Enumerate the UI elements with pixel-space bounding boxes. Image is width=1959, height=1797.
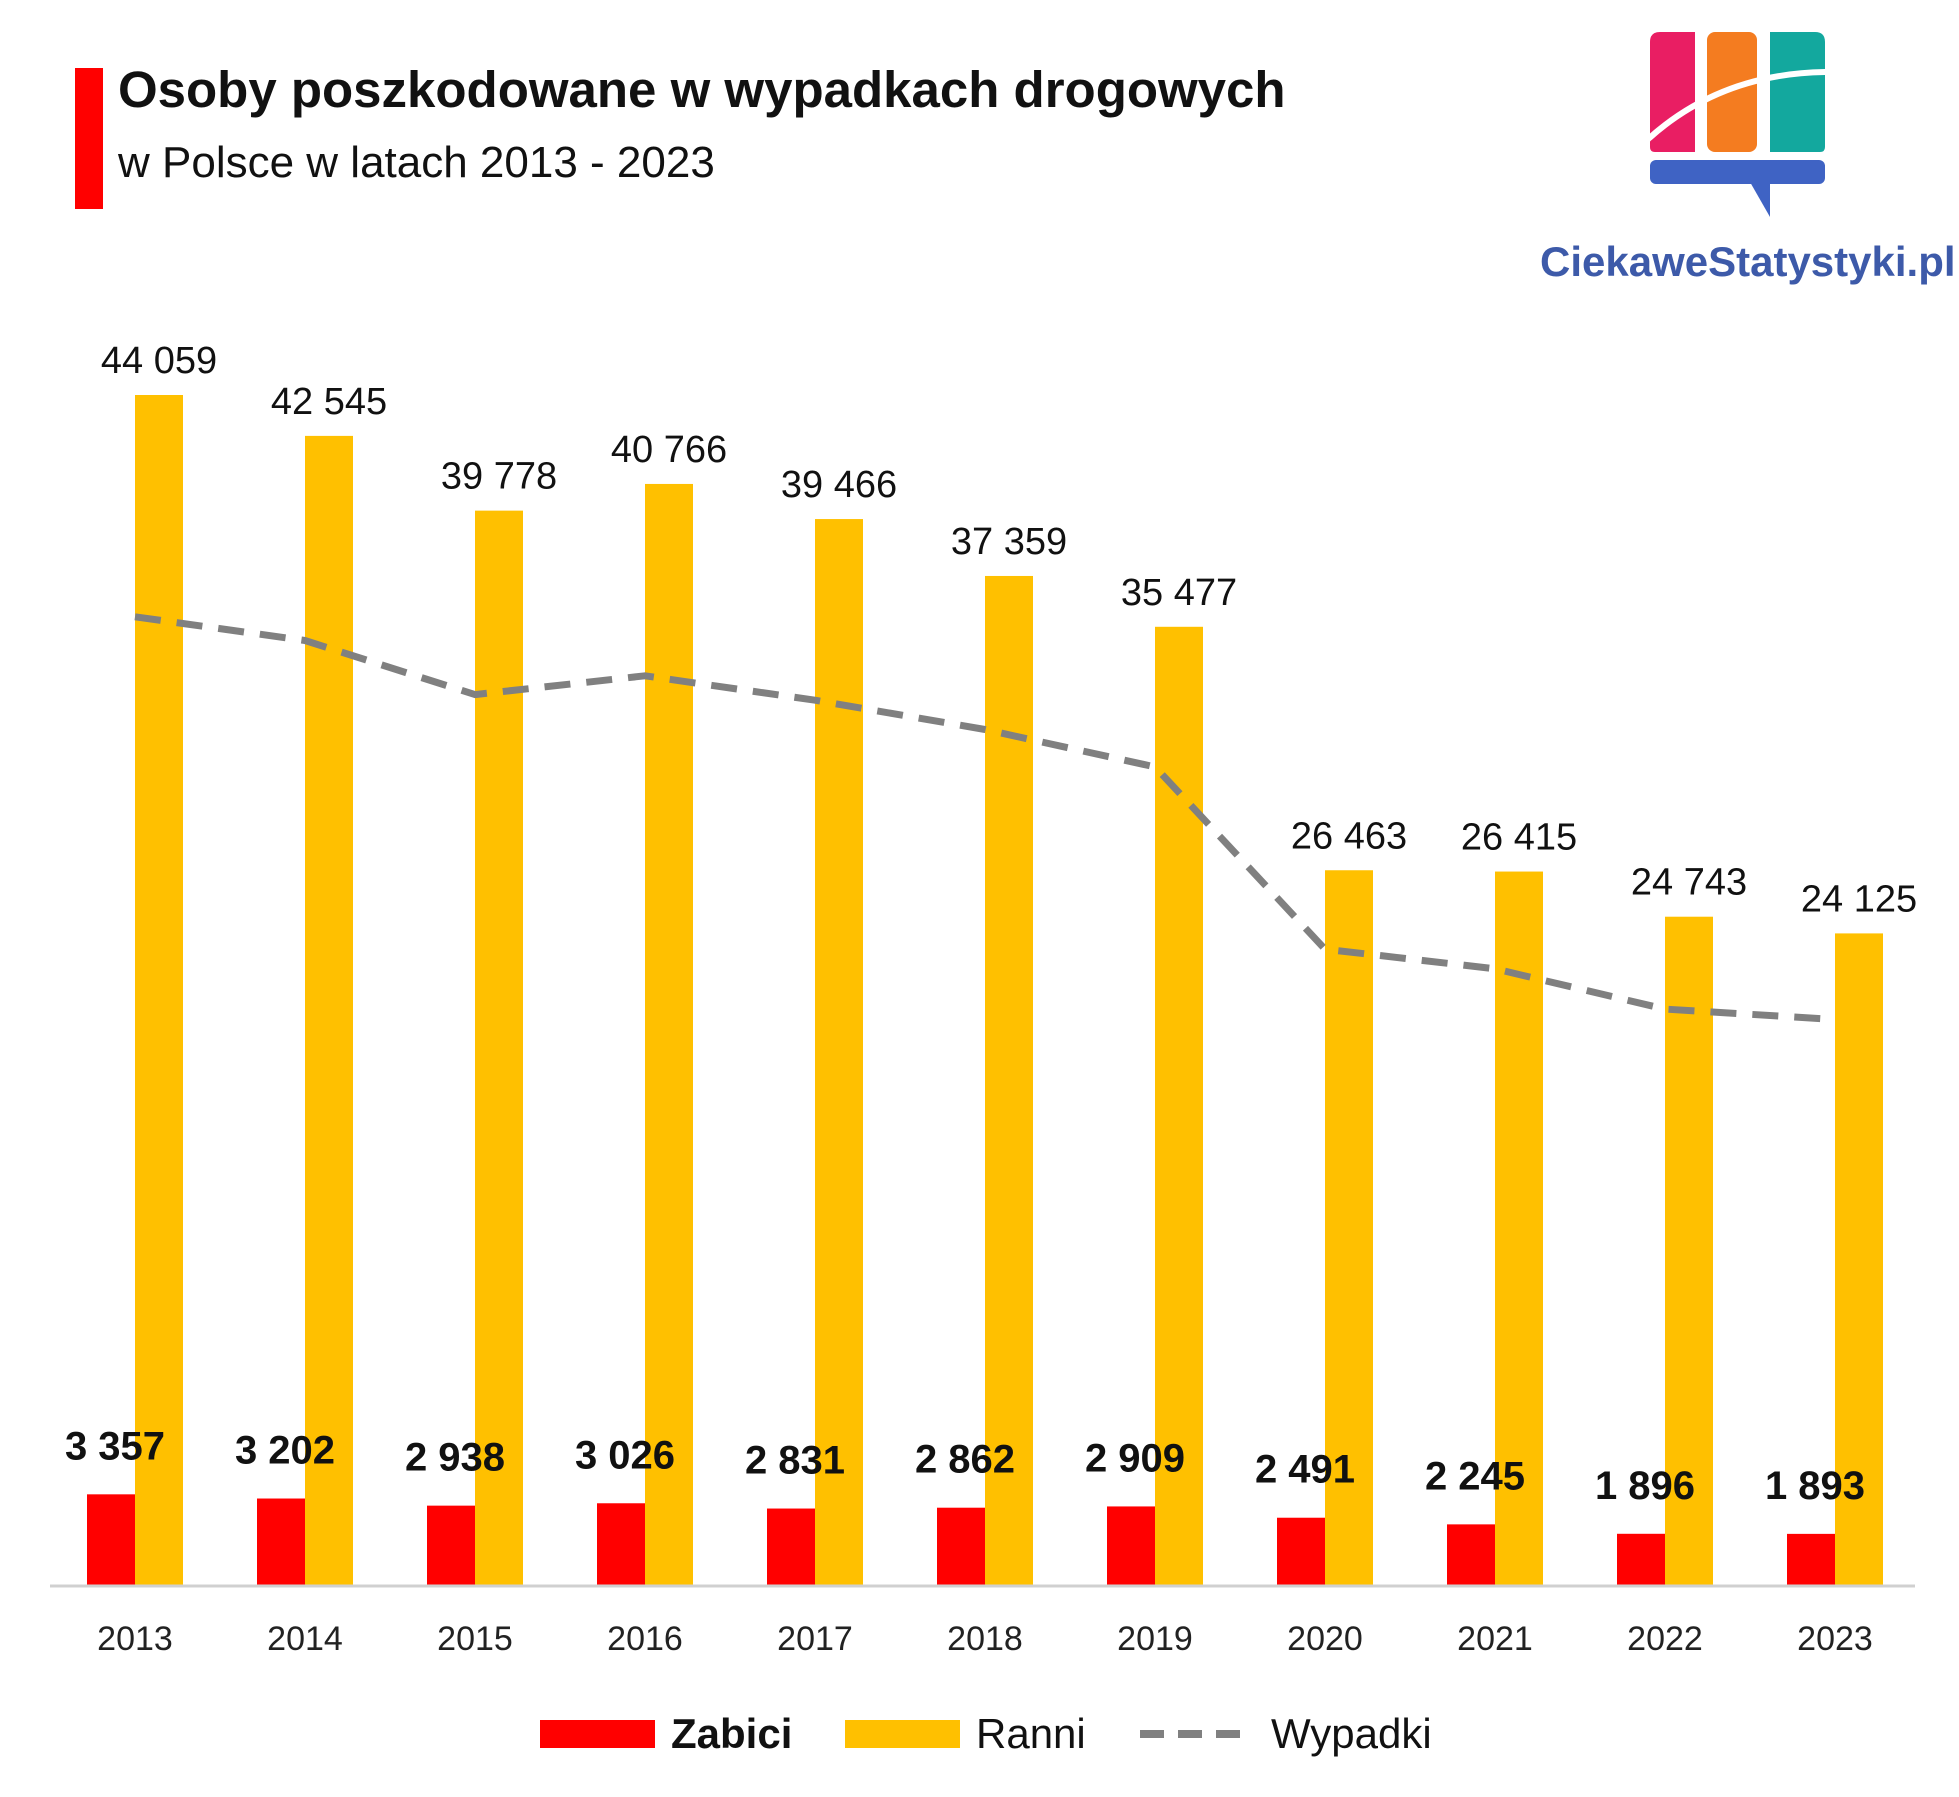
data-label-zabici: 3 357	[65, 1424, 165, 1468]
bar-zabici	[87, 1494, 135, 1585]
data-label-zabici: 2 862	[915, 1438, 1015, 1482]
bar-ranni	[1325, 870, 1373, 1585]
data-label-ranni: 39 466	[781, 464, 897, 506]
bar-zabici	[1277, 1517, 1325, 1585]
bar-zabici	[1617, 1533, 1665, 1585]
data-label-zabici: 3 202	[235, 1429, 335, 1473]
chart-area: 44 059 3 357 2013 42 545 3 202 2014 39 778 2 93…	[50, 340, 1917, 1658]
legend-swatch-zabici	[540, 1720, 655, 1748]
legend-item-wypadki: Wypadki	[1140, 1710, 1432, 1758]
bar-zabici	[1787, 1533, 1835, 1585]
data-label-ranni: 42 545	[271, 381, 387, 423]
data-label-zabici: 1 893	[1765, 1464, 1865, 1508]
bar-ranni	[135, 395, 183, 1585]
x-tick-label: 2021	[1457, 1620, 1533, 1658]
data-label-ranni: 26 415	[1461, 817, 1577, 859]
bar-ranni	[1495, 871, 1543, 1585]
title-accent-bar	[75, 68, 103, 209]
legend-label-wypadki: Wypadki	[1271, 1710, 1432, 1757]
line-wypadki	[134, 613, 1836, 1023]
data-label-ranni: 40 766	[611, 429, 727, 471]
bar-zabici	[767, 1508, 815, 1585]
bar-zabici	[427, 1505, 475, 1585]
data-label-ranni: 26 463	[1291, 815, 1407, 857]
data-label-ranni: 37 359	[951, 521, 1067, 563]
legend-label-zabici: Zabici	[671, 1710, 793, 1757]
bar-zabici	[937, 1507, 985, 1585]
bar-zabici	[1447, 1524, 1495, 1585]
x-tick-label: 2014	[267, 1620, 343, 1658]
bar-ranni	[815, 519, 863, 1585]
data-label-zabici: 2 909	[1085, 1436, 1185, 1480]
legend-swatch-wypadki	[1140, 1730, 1245, 1738]
x-tick-label: 2016	[607, 1620, 683, 1658]
x-tick-label: 2013	[97, 1620, 173, 1658]
x-tick-label: 2018	[947, 1620, 1023, 1658]
legend-item-zabici: Zabici	[540, 1710, 792, 1758]
data-label-zabici: 3 026	[575, 1433, 675, 1477]
bar-ranni	[1835, 933, 1883, 1585]
legend-swatch-ranni	[845, 1720, 960, 1748]
bar-zabici	[597, 1503, 645, 1585]
bar-zabici	[1107, 1506, 1155, 1585]
x-tick-label: 2019	[1117, 1620, 1193, 1658]
x-tick-label: 2020	[1287, 1620, 1363, 1658]
data-label-zabici: 2 245	[1425, 1454, 1525, 1498]
legend: Zabici Ranni Wypadki	[0, 1710, 1959, 1766]
x-tick-label: 2017	[777, 1620, 853, 1658]
bar-ranni	[1665, 916, 1713, 1585]
data-label-ranni: 39 778	[441, 456, 557, 498]
data-label-zabici: 2 491	[1255, 1448, 1355, 1492]
bar-ranni	[985, 575, 1033, 1585]
bar-ranni	[1155, 626, 1203, 1585]
brand-logo-icon	[1650, 32, 1825, 217]
chart-subtitle: w Polsce w latach 2013 - 2023	[118, 138, 715, 187]
bar-ranni	[475, 510, 523, 1585]
chart-title: Osoby poszkodowane w wypadkach drogowych	[118, 61, 1286, 118]
x-tick-label: 2022	[1627, 1620, 1703, 1658]
x-tick-label: 2015	[437, 1620, 513, 1658]
data-label-zabici: 2 938	[405, 1436, 505, 1480]
x-tick-label: 2023	[1797, 1620, 1873, 1658]
legend-label-ranni: Ranni	[976, 1710, 1086, 1757]
data-label-ranni: 35 477	[1121, 572, 1237, 614]
data-label-ranni: 44 059	[101, 340, 217, 382]
bar-ranni	[305, 435, 353, 1586]
legend-item-ranni: Ranni	[845, 1710, 1086, 1758]
bar-zabici	[257, 1498, 305, 1585]
data-label-zabici: 2 831	[745, 1439, 845, 1483]
bar-ranni	[645, 483, 693, 1585]
data-label-ranni: 24 125	[1801, 878, 1917, 920]
data-label-zabici: 1 896	[1595, 1464, 1695, 1508]
brand-name: CiekaweStatystyki.pl	[1540, 238, 1956, 285]
data-label-ranni: 24 743	[1631, 862, 1747, 904]
